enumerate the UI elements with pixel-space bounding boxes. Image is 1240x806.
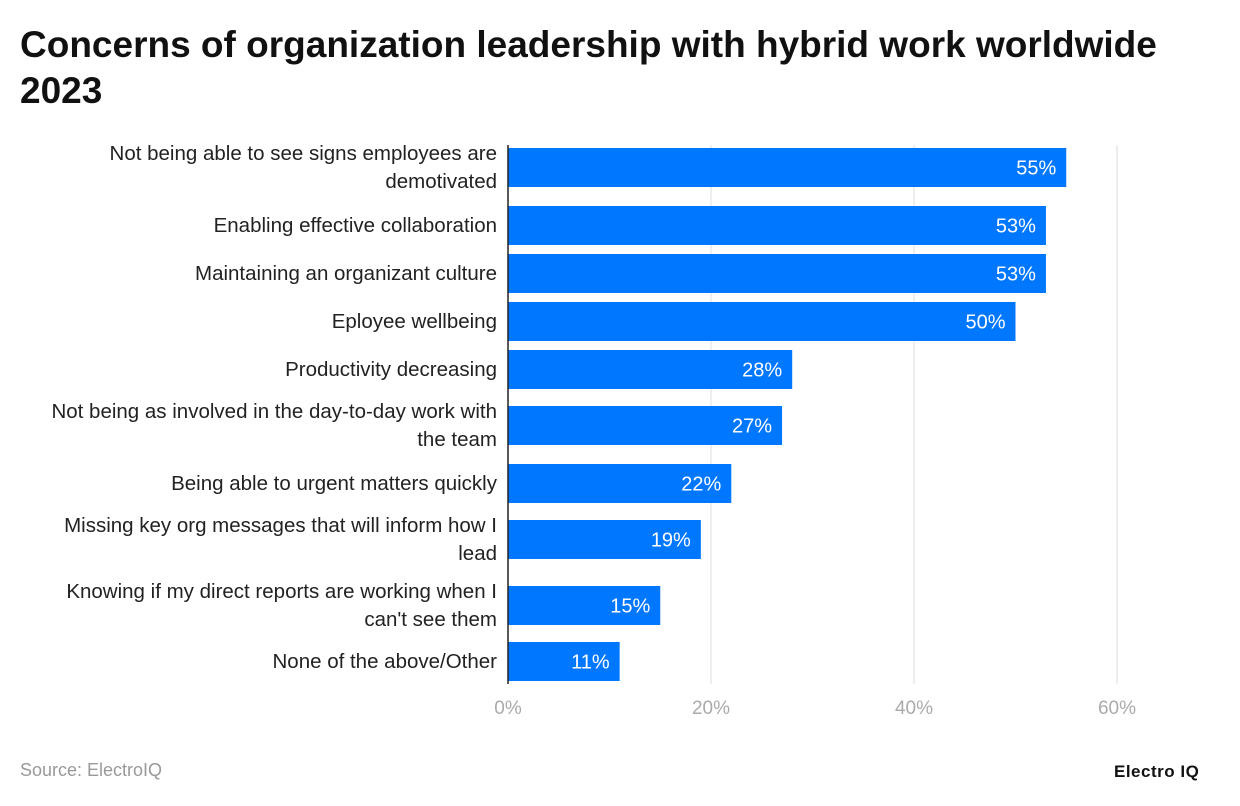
data-label: 53% bbox=[996, 216, 1036, 238]
category-label: Eployee wellbeing bbox=[331, 309, 497, 333]
bar bbox=[508, 520, 701, 559]
x-tick-label: 60% bbox=[1098, 698, 1136, 719]
category-label: Being able to urgent matters quickly bbox=[171, 471, 497, 495]
bar bbox=[508, 148, 1067, 187]
data-label: 11% bbox=[571, 652, 610, 674]
bar bbox=[508, 586, 661, 625]
electroiq-logo: Electro IQ bbox=[1114, 762, 1200, 781]
category-label: Productivity decreasing bbox=[285, 357, 497, 381]
bar bbox=[508, 464, 732, 503]
data-label: 28% bbox=[742, 360, 782, 382]
bar bbox=[508, 406, 783, 445]
data-label: 27% bbox=[732, 416, 772, 438]
x-tick-label: 40% bbox=[895, 698, 933, 719]
x-tick-label: 20% bbox=[692, 698, 730, 719]
bar bbox=[508, 206, 1046, 245]
data-label: 55% bbox=[1016, 158, 1056, 180]
category-label: None of the above/Other bbox=[272, 649, 497, 673]
data-label: 22% bbox=[681, 474, 721, 496]
data-label: 50% bbox=[965, 312, 1005, 334]
category-label: Missing key org messages that will infor… bbox=[64, 513, 497, 565]
category-label: Knowing if my direct reports are working… bbox=[66, 579, 497, 631]
category-label: Not being as involved in the day-to-day … bbox=[51, 399, 497, 451]
bar bbox=[508, 254, 1046, 293]
data-label: 15% bbox=[610, 596, 650, 618]
source-note: Source: ElectroIQ bbox=[20, 760, 163, 780]
category-label: Maintaining an organizant culture bbox=[195, 261, 497, 285]
x-tick-label: 0% bbox=[494, 698, 522, 719]
bar bbox=[508, 642, 620, 681]
data-label: 19% bbox=[651, 530, 691, 552]
bar bbox=[508, 350, 793, 389]
data-label: 53% bbox=[996, 264, 1036, 286]
category-label: Enabling effective collaboration bbox=[213, 213, 497, 237]
category-label: Not being able to see signs employees ar… bbox=[109, 141, 497, 193]
chart-title: Concerns of organization leadership with… bbox=[20, 24, 1157, 111]
bar bbox=[508, 302, 1016, 341]
